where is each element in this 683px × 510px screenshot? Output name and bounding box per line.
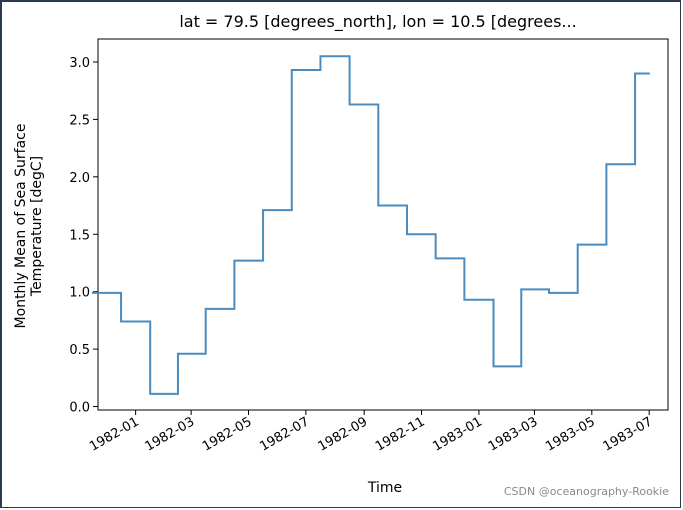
x-axis-label: Time [367,480,402,496]
x-tick-label: 1982-09 [316,414,371,454]
x-tick-label: 1983-07 [601,414,656,454]
x-tick-label: 1982-07 [257,414,312,454]
y-tick-label: 1.0 [69,286,90,301]
x-tick-label: 1982-11 [373,414,428,454]
y-axis-label-line-1: Monthly Mean of Sea Surface [13,124,29,329]
chart-title: lat = 79.5 [degrees_north], lon = 10.5 [… [179,12,576,32]
y-tick-label: 2.0 [69,171,90,186]
x-tick-label: 1983-05 [543,414,598,454]
y-tick-label: 0.0 [69,401,90,416]
y-tick-label: 2.5 [69,113,90,128]
y-axis-label: Monthly Mean of Sea Surface Temperature … [13,124,45,329]
x-tick-label: 1982-01 [87,414,142,454]
x-tick-label: 1982-03 [143,414,198,454]
plot-area [97,38,669,411]
y-axis: 0.0 0.5 1.0 1.5 2.0 2.5 3.0 [69,56,98,416]
y-axis-label-line-2: Temperature [degC] [29,156,45,297]
watermark: CSDN @oceanography-Rookie [503,485,669,498]
x-tick-label: 1982-05 [200,414,255,454]
x-tick-label: 1983-03 [486,414,541,454]
y-tick-label: 1.5 [69,228,90,243]
y-tick-label: 0.5 [69,343,90,358]
y-tick-label: 3.0 [69,56,90,71]
x-tick-label: 1983-01 [430,414,485,454]
series-line [91,55,650,395]
x-axis: 1982-01 1982-03 1982-05 1982-07 1982-09 1982-… [87,410,655,455]
